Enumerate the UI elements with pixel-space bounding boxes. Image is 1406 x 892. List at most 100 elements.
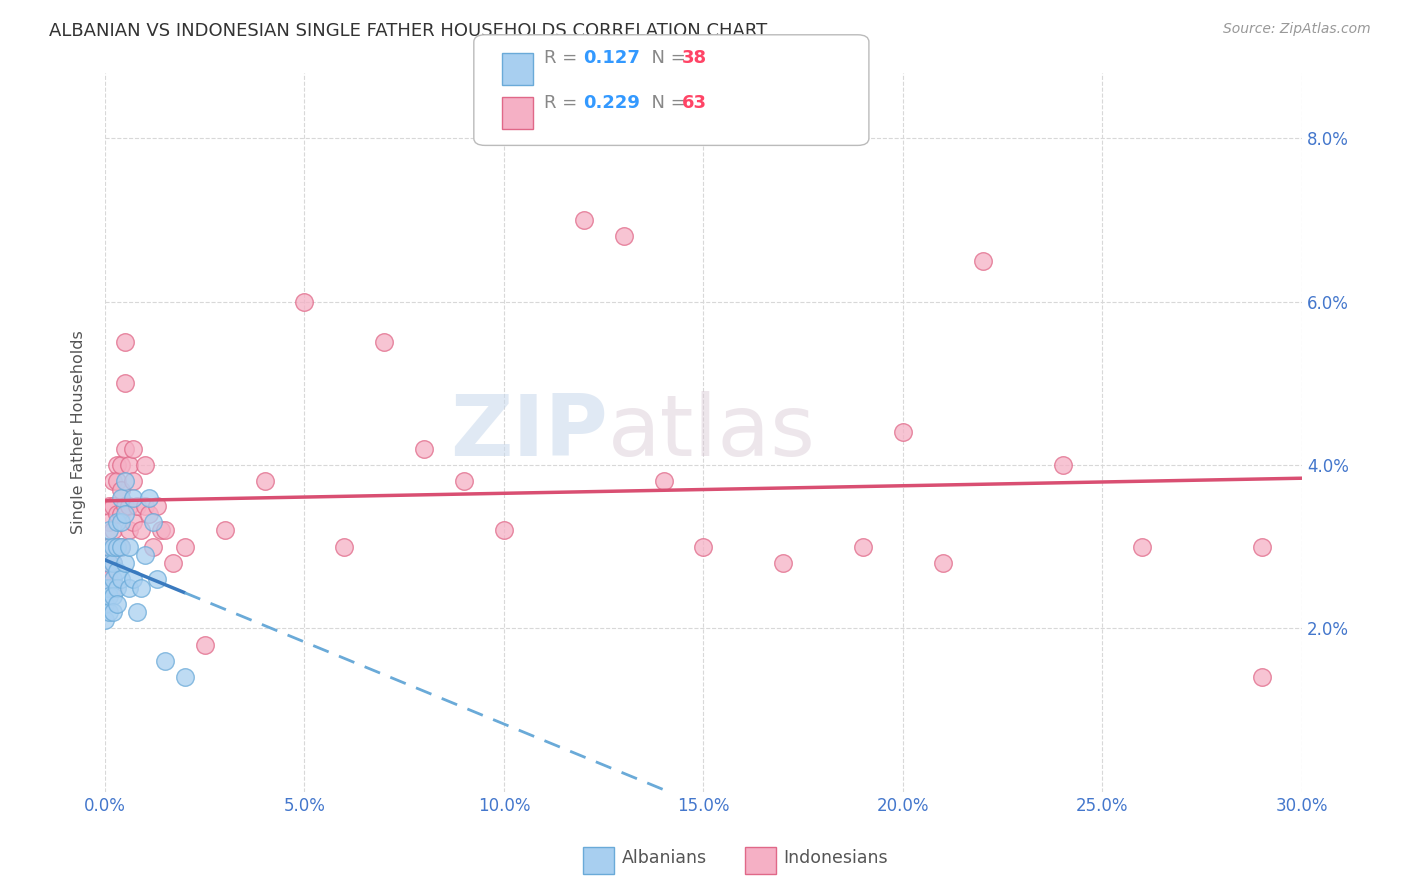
Point [142,515,165,529]
Point [173,670,195,684]
Text: 63: 63 [682,94,707,112]
Text: R =: R = [544,49,583,67]
Point [114,499,136,513]
Point [373,335,395,350]
Point [98,515,121,529]
Point [101,572,124,586]
Text: atlas: atlas [607,391,815,474]
Point [134,458,156,472]
Point [105,581,128,595]
Point [972,253,994,268]
Text: ALBANIAN VS INDONESIAN SINGLE FATHER HOUSEHOLDS CORRELATION CHART: ALBANIAN VS INDONESIAN SINGLE FATHER HOU… [49,22,768,40]
Point [101,556,124,570]
Point [101,540,124,554]
Point [652,475,675,489]
Point [129,581,152,595]
Point [110,458,132,472]
Point [114,376,136,391]
Point [153,654,176,668]
Point [114,475,136,489]
Point [1251,540,1274,554]
Point [146,572,169,586]
Point [492,524,515,538]
Point [94,613,117,627]
Point [294,294,316,309]
Point [134,548,156,562]
Point [98,540,121,554]
Point [94,564,117,578]
Point [572,213,595,227]
Point [1130,540,1153,554]
Point [932,556,955,570]
Point [162,556,184,570]
Point [122,572,145,586]
Point [146,499,169,513]
Point [105,507,128,521]
Point [138,491,160,505]
Point [214,524,236,538]
Point [94,581,117,595]
Point [138,507,160,521]
Point [98,524,121,538]
Point [101,524,124,538]
Point [105,540,128,554]
Point [333,540,356,554]
Point [253,475,276,489]
Point [118,581,141,595]
Point [1251,670,1274,684]
Point [153,524,176,538]
Point [118,458,141,472]
Point [105,475,128,489]
Point [98,572,121,586]
Point [413,442,436,456]
Point [129,524,152,538]
Point [110,515,132,529]
Point [194,638,217,652]
Text: Source: ZipAtlas.com: Source: ZipAtlas.com [1223,22,1371,37]
Text: 0.127: 0.127 [583,49,640,67]
Point [1052,458,1074,472]
Point [98,556,121,570]
Point [134,499,156,513]
Point [101,605,124,619]
Point [105,515,128,529]
Point [613,229,636,244]
Point [105,564,128,578]
Point [110,540,132,554]
Point [118,540,141,554]
Text: N =: N = [640,94,692,112]
Point [98,581,121,595]
Point [101,475,124,489]
Point [110,540,132,554]
Point [114,556,136,570]
Point [110,483,132,497]
Point [114,442,136,456]
Point [98,499,121,513]
Text: 0.229: 0.229 [583,94,640,112]
Point [173,540,195,554]
Point [105,540,128,554]
Point [852,540,875,554]
Point [105,458,128,472]
Point [101,589,124,603]
Point [94,597,117,611]
Point [118,499,141,513]
Point [98,605,121,619]
Text: Albanians: Albanians [621,849,707,867]
Text: ZIP: ZIP [450,391,607,474]
Text: 38: 38 [682,49,707,67]
Point [142,540,165,554]
Point [114,507,136,521]
Point [118,524,141,538]
Point [125,605,148,619]
Text: Indonesians: Indonesians [783,849,887,867]
Point [101,556,124,570]
Point [101,499,124,513]
Point [772,556,794,570]
Point [110,507,132,521]
Point [114,335,136,350]
Point [149,524,172,538]
Point [110,491,132,505]
Point [98,556,121,570]
Point [453,475,475,489]
